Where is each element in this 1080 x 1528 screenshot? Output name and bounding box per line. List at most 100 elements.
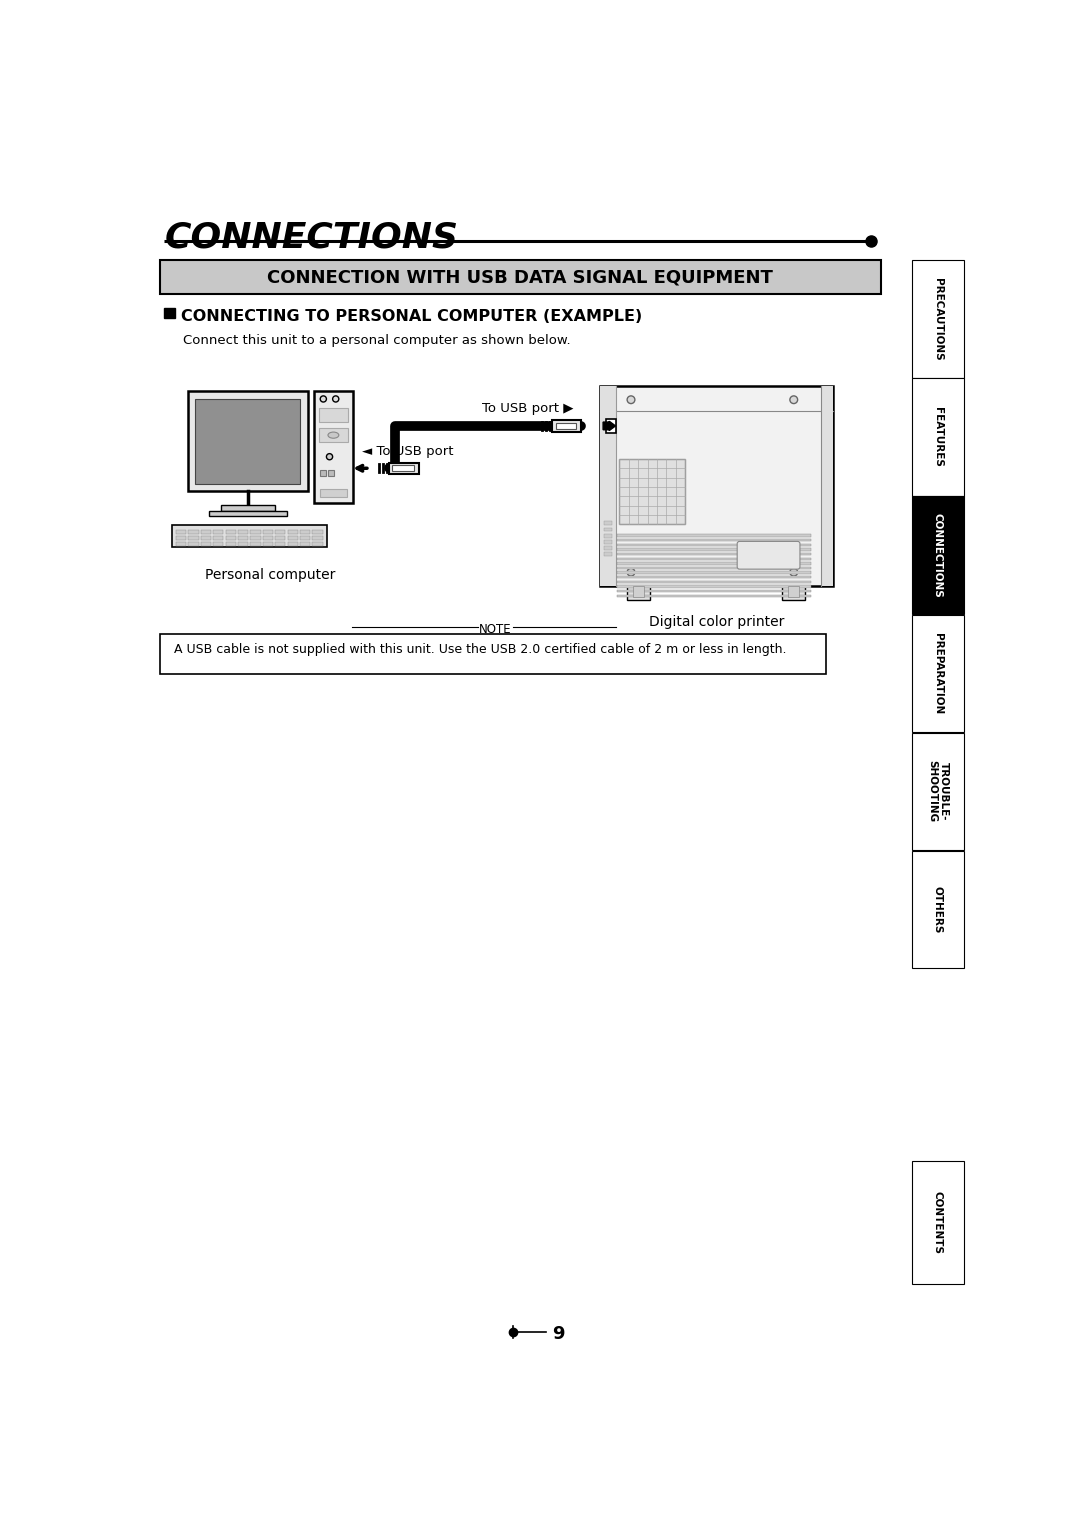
Bar: [912, 614, 964, 732]
Bar: [617, 544, 811, 545]
Bar: [389, 463, 419, 474]
Bar: [600, 387, 833, 587]
Circle shape: [627, 396, 635, 403]
Bar: [314, 391, 353, 503]
Bar: [238, 542, 248, 545]
Bar: [275, 536, 285, 539]
Text: PREPARATION: PREPARATION: [933, 633, 943, 714]
Bar: [226, 530, 235, 533]
Bar: [201, 536, 211, 539]
Bar: [319, 428, 348, 442]
Bar: [617, 590, 811, 593]
Bar: [213, 542, 224, 545]
Circle shape: [321, 396, 326, 402]
Text: CONNECTION WITH USB DATA SIGNAL EQUIPMENT: CONNECTION WITH USB DATA SIGNAL EQUIPMEN…: [267, 269, 773, 286]
Bar: [176, 536, 186, 539]
FancyArrow shape: [603, 422, 616, 431]
Bar: [226, 536, 235, 539]
Bar: [238, 530, 248, 533]
Bar: [210, 512, 286, 516]
Bar: [201, 530, 211, 533]
Bar: [262, 530, 273, 533]
Bar: [220, 506, 275, 512]
Text: To USB port ▶: To USB port ▶: [482, 402, 573, 416]
Bar: [552, 420, 581, 432]
Bar: [164, 309, 175, 318]
Bar: [617, 535, 811, 536]
Bar: [201, 542, 211, 545]
Bar: [287, 536, 298, 539]
Bar: [251, 530, 260, 533]
Text: FEATURES: FEATURES: [933, 406, 943, 468]
Bar: [617, 581, 811, 584]
Bar: [160, 634, 826, 674]
Bar: [788, 587, 799, 597]
Bar: [300, 536, 310, 539]
Bar: [213, 536, 224, 539]
Bar: [213, 530, 224, 533]
Text: ◄ To USB port: ◄ To USB port: [362, 445, 454, 458]
Bar: [782, 587, 806, 601]
Text: A USB cable is not supplied with this unit. Use the USB 2.0 certified cable of 2: A USB cable is not supplied with this un…: [174, 643, 786, 656]
Bar: [617, 553, 811, 555]
Bar: [604, 521, 611, 526]
Bar: [604, 545, 611, 550]
Bar: [912, 497, 964, 614]
Text: Connect this unit to a personal computer as shown below.: Connect this unit to a personal computer…: [183, 335, 570, 347]
Bar: [172, 526, 327, 547]
Bar: [312, 542, 323, 545]
Bar: [627, 587, 650, 601]
Bar: [287, 542, 298, 545]
Text: Personal computer: Personal computer: [205, 568, 336, 582]
Bar: [912, 851, 964, 969]
Bar: [262, 542, 273, 545]
Bar: [617, 585, 811, 588]
Text: NOTE: NOTE: [480, 623, 512, 636]
Bar: [312, 530, 323, 533]
Bar: [312, 536, 323, 539]
Bar: [262, 536, 273, 539]
Bar: [617, 594, 811, 597]
Bar: [321, 489, 347, 497]
Bar: [617, 576, 811, 579]
Bar: [617, 571, 811, 573]
Bar: [275, 542, 285, 545]
Bar: [912, 732, 964, 850]
Ellipse shape: [328, 432, 339, 439]
Bar: [604, 539, 611, 544]
Bar: [619, 458, 685, 524]
Bar: [251, 542, 260, 545]
Bar: [321, 469, 326, 475]
Text: TROUBLE-
SHOOTING: TROUBLE- SHOOTING: [927, 761, 948, 822]
Bar: [392, 465, 414, 471]
Bar: [319, 408, 348, 422]
Bar: [600, 387, 616, 587]
Text: 9: 9: [552, 1325, 565, 1343]
Bar: [912, 379, 964, 495]
Bar: [300, 542, 310, 545]
Bar: [912, 260, 964, 377]
Bar: [189, 542, 199, 545]
Bar: [617, 558, 811, 559]
FancyBboxPatch shape: [738, 541, 800, 568]
Bar: [251, 536, 260, 539]
Bar: [617, 562, 811, 564]
Bar: [617, 539, 811, 541]
Bar: [287, 530, 298, 533]
Bar: [300, 530, 310, 533]
Text: CONNECTING TO PERSONAL COMPUTER (EXAMPLE): CONNECTING TO PERSONAL COMPUTER (EXAMPLE…: [180, 309, 642, 324]
Circle shape: [627, 568, 635, 576]
Circle shape: [326, 454, 333, 460]
Bar: [604, 533, 611, 538]
Bar: [912, 1161, 964, 1285]
Bar: [176, 542, 186, 545]
Circle shape: [789, 396, 798, 403]
Circle shape: [333, 396, 339, 402]
Text: CONNECTIONS: CONNECTIONS: [933, 513, 943, 597]
Bar: [195, 399, 300, 484]
Bar: [189, 530, 199, 533]
Bar: [275, 530, 285, 533]
Text: Digital color printer: Digital color printer: [649, 616, 784, 630]
Bar: [606, 419, 616, 432]
Text: OTHERS: OTHERS: [933, 886, 943, 934]
